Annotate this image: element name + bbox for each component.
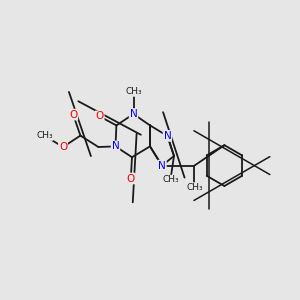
Text: O: O <box>95 111 104 122</box>
Text: N: N <box>130 109 137 119</box>
Text: N: N <box>112 141 119 152</box>
Text: O: O <box>59 142 67 152</box>
Text: CH₃: CH₃ <box>125 87 142 96</box>
Text: N: N <box>164 131 171 141</box>
Text: CH₃: CH₃ <box>162 176 179 184</box>
Text: CH₃: CH₃ <box>186 183 203 192</box>
Text: O: O <box>127 173 135 184</box>
Text: CH₃: CH₃ <box>36 131 53 140</box>
Text: N: N <box>158 160 166 171</box>
Text: O: O <box>69 110 77 120</box>
